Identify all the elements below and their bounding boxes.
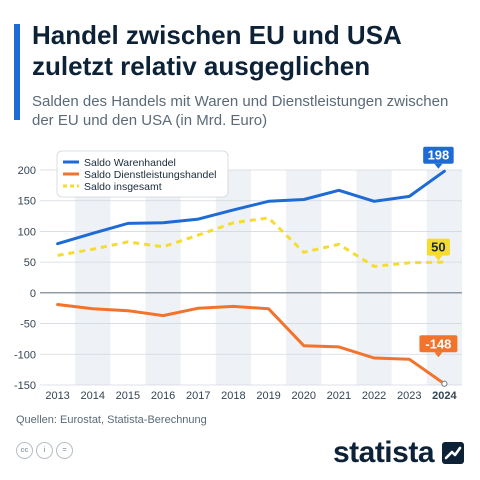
source-note: Quellen: Eurostat, Statista-Berechnung xyxy=(16,414,207,426)
data-point xyxy=(441,380,448,387)
column-band xyxy=(145,170,181,385)
legend-label: Saldo Warenhandel xyxy=(84,157,176,169)
y-tick-label: -150 xyxy=(14,380,36,392)
chart-title: Handel zwischen EU und USA zuletzt relat… xyxy=(32,20,401,81)
cc-icon: cc xyxy=(16,442,33,459)
x-tick-label: 2024 xyxy=(432,390,457,402)
y-tick-label: 200 xyxy=(18,165,36,177)
x-tick-label: 2023 xyxy=(397,390,421,402)
column-band xyxy=(356,170,392,385)
series-line xyxy=(57,216,445,268)
data-label-pointer xyxy=(434,255,443,261)
y-tick-label: 150 xyxy=(18,196,36,208)
x-tick-label: 2014 xyxy=(81,390,105,402)
legend-box xyxy=(56,150,229,198)
y-tick-label: 50 xyxy=(24,257,36,269)
statista-logo: statista xyxy=(333,436,464,470)
legend-label: Saldo Dienstleistungshandel xyxy=(84,169,217,181)
y-tick-label: -100 xyxy=(14,349,36,361)
x-tick-label: 2018 xyxy=(221,390,245,402)
no-derivatives-icon: = xyxy=(56,442,73,459)
attribution-icon: i xyxy=(36,442,53,459)
x-tick-label: 2013 xyxy=(45,390,69,402)
x-tick-label: 2017 xyxy=(186,390,210,402)
x-tick-label: 2016 xyxy=(151,390,175,402)
series-line xyxy=(56,169,446,246)
chart-subtitle: Salden des Handels mit Waren und Dienstl… xyxy=(32,93,449,129)
data-label: -148 xyxy=(425,336,451,351)
data-label-pointer xyxy=(434,352,443,358)
data-label-box xyxy=(423,146,454,164)
series-line xyxy=(56,303,446,386)
y-tick-label: -50 xyxy=(20,319,36,331)
data-label-box xyxy=(419,335,458,353)
x-tick-label: 2015 xyxy=(116,390,140,402)
data-label: 50 xyxy=(431,240,445,255)
column-band xyxy=(426,170,462,385)
title-accent-bar xyxy=(14,24,20,120)
data-label: 198 xyxy=(428,148,450,163)
statista-logo-icon xyxy=(442,442,464,464)
column-band xyxy=(215,170,251,385)
license-icons: cc i = xyxy=(16,442,73,459)
data-label-box xyxy=(426,238,450,256)
column-band xyxy=(286,170,322,385)
x-tick-label: 2020 xyxy=(292,390,316,402)
data-label-pointer xyxy=(434,163,443,169)
y-tick-label: 100 xyxy=(18,226,36,238)
x-tick-label: 2022 xyxy=(362,390,386,402)
logo-wordmark: statista xyxy=(332,436,435,469)
legend-label: Saldo insgesamt xyxy=(84,181,162,193)
y-tick-label: 0 xyxy=(30,288,36,300)
x-tick-label: 2021 xyxy=(327,390,351,402)
x-tick-label: 2019 xyxy=(256,390,280,402)
column-band xyxy=(75,170,111,385)
